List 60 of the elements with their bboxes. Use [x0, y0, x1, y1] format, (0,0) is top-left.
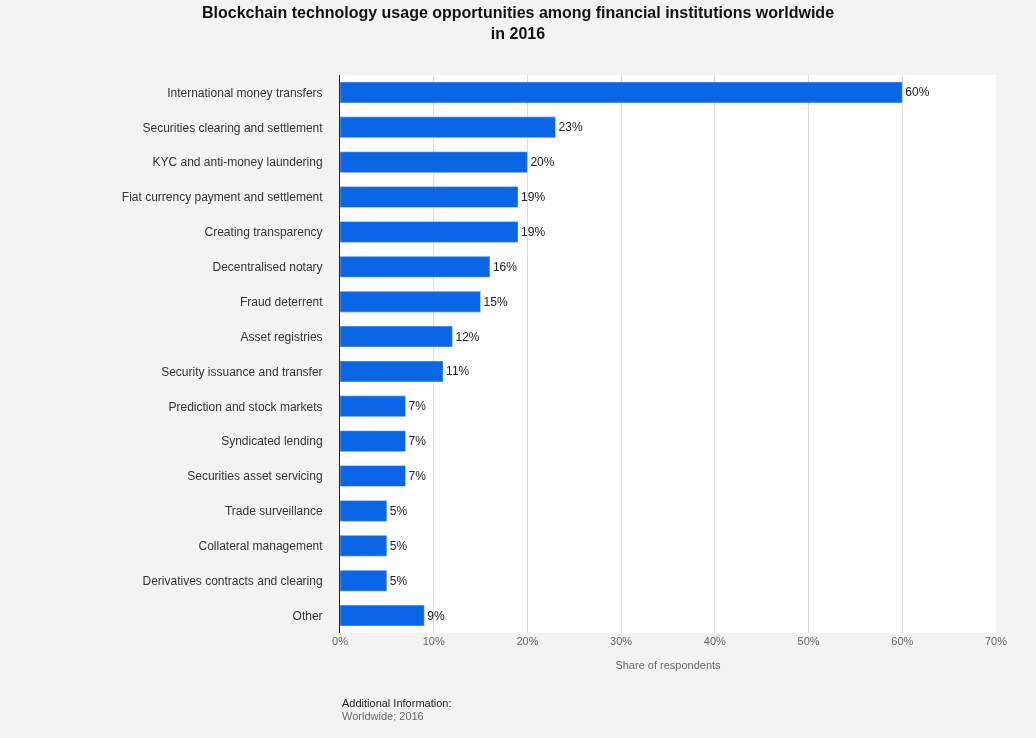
x-tick-label: 30% [610, 635, 633, 647]
y-tick-label: Fiat currency payment and settlement [121, 190, 324, 205]
bar [340, 604, 425, 627]
bar [340, 465, 406, 487]
x-tick-label: 10% [422, 635, 445, 647]
x-tick-label: 0% [332, 635, 349, 647]
y-tick-label: Securities clearing and settlement [142, 120, 324, 135]
y-tick-label: Asset registries [240, 329, 323, 344]
bar [340, 256, 491, 278]
y-tick-label: International money transfers [167, 85, 323, 100]
data-label: 5% [389, 573, 408, 588]
data-label: 7% [408, 399, 427, 414]
x-tick-label: 70% [984, 635, 1008, 647]
data-label: 12% [455, 329, 480, 344]
bar [340, 569, 388, 592]
x-axis-title: Share of respondents [615, 659, 722, 672]
data-label: 16% [492, 259, 518, 274]
text: Worldwide; 2016 [342, 710, 424, 722]
data-label: 15% [483, 294, 508, 309]
data-label: 19% [521, 190, 546, 205]
y-tick-label: Security issuance and transfer [161, 364, 323, 379]
y-tick-label: Prediction and stock markets [168, 399, 323, 414]
y-tick-label: Decentralised notary [212, 260, 323, 275]
bar [340, 81, 903, 104]
data-label: 11% [446, 364, 470, 379]
x-tick-label: 40% [703, 635, 727, 647]
data-label: 5% [389, 538, 408, 553]
bar [340, 221, 519, 243]
bar [340, 395, 406, 418]
y-tick-label: Other [292, 608, 323, 623]
y-tick-label: Derivatives contracts and clearing [142, 573, 323, 588]
bar [340, 500, 388, 522]
data-label: 5% [389, 503, 408, 518]
data-label: 7% [408, 469, 427, 484]
bar [340, 325, 453, 348]
data-label: 23% [558, 120, 583, 135]
x-tick-label: 60% [891, 635, 914, 647]
y-tick-label: Fraud deterrent [239, 294, 324, 309]
y-tick-label: Collateral management [198, 539, 324, 554]
data-label: 60% [905, 85, 930, 100]
chart-title: Blockchain technology usage opportunities among financial institutions worldwide in 2016 [201, 4, 835, 43]
bar [340, 430, 406, 452]
bar [340, 151, 528, 173]
data-label: 7% [408, 434, 427, 449]
text: Additional Information: [342, 697, 452, 709]
bar [340, 535, 388, 557]
x-tick-label: 20% [516, 635, 539, 647]
y-tick-label: Syndicated lending [221, 434, 323, 449]
y-tick-label: KYC and anti-money laundering [152, 155, 323, 170]
bar [340, 116, 556, 139]
data-label: 9% [427, 608, 446, 623]
bar [340, 186, 519, 208]
data-label: 20% [530, 155, 555, 170]
x-tick-label: 50% [797, 635, 820, 647]
data-label: 19% [521, 224, 546, 239]
y-tick-label: Securities asset servicing [187, 469, 323, 484]
y-tick-label: Creating transparency [204, 225, 323, 240]
bar [340, 290, 481, 313]
bar [340, 360, 444, 383]
y-tick-label: Trade surveillance [224, 504, 323, 519]
